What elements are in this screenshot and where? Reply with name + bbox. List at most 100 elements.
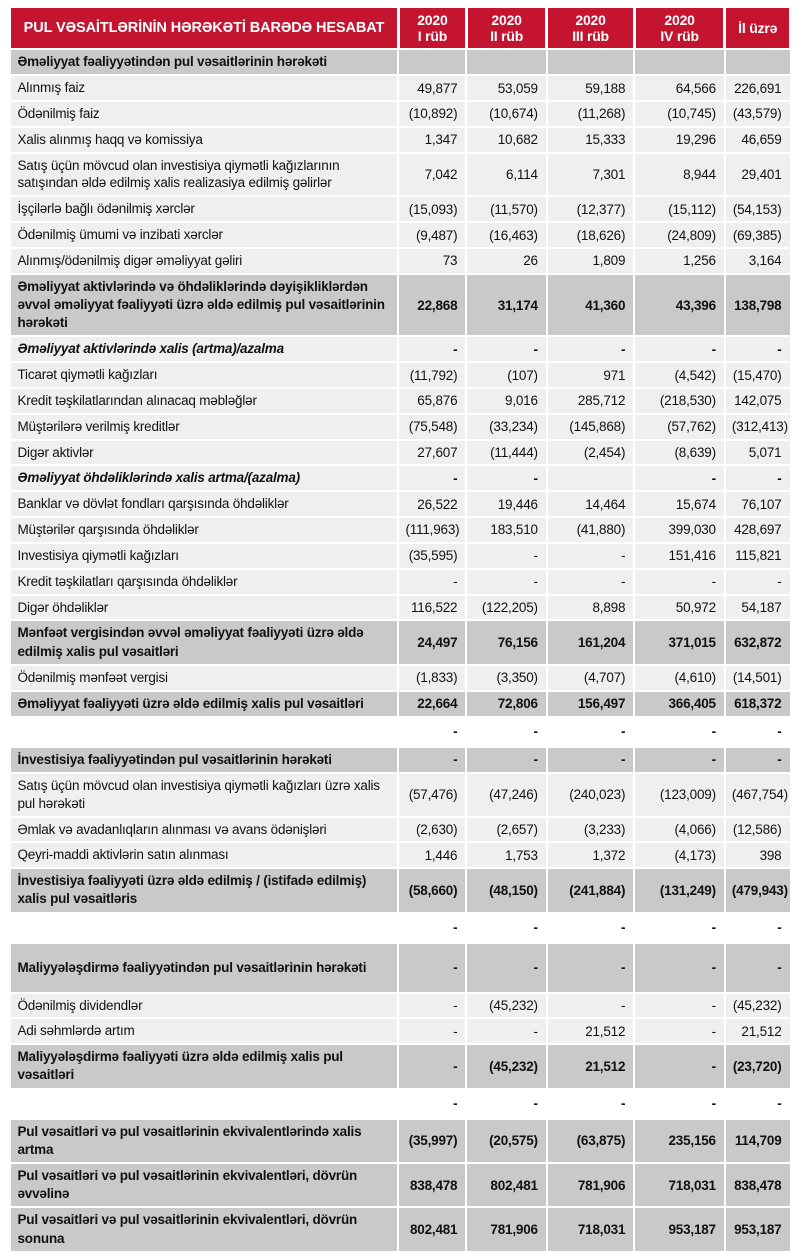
value-cell: 428,697 <box>723 516 792 544</box>
value-cell: - <box>633 335 726 364</box>
value-cell: 718,031 <box>633 1161 726 1209</box>
table-row: İnvestisiya fəaliyyətindən pul vəsaitlər… <box>8 745 792 775</box>
value-cell: 59,188 <box>545 74 636 103</box>
row-label: Maliyyələşdirmə fəaliyyəti üzrə əldə edi… <box>8 1043 400 1090</box>
value-cell: (4,707) <box>545 663 636 692</box>
row-label: Investisiya qiymətli kağızları <box>8 541 400 570</box>
table-row: Xalis alınmış haqq və komissiya 1,347 10,6… <box>8 125 792 154</box>
value-cell: 5,071 <box>723 438 792 467</box>
value-cell: 718,031 <box>545 1206 636 1253</box>
value-cell: 9,016 <box>465 387 548 415</box>
table-row: Müştərilər qarşısında öhdəliklər (111,963… <box>8 516 792 544</box>
table-row: İnvestisiya fəaliyyəti üzrə əldə edilmiş… <box>8 867 792 914</box>
row-label: Satış üçün mövcud olan investisiya qiymə… <box>8 151 400 198</box>
row-label: Ticarət qiymətli kağızları <box>8 361 400 389</box>
row-label: Adi səhmlərdə artım <box>8 1017 400 1046</box>
value-cell: - <box>397 567 468 596</box>
value-cell: (11,444) <box>465 438 548 467</box>
value-cell <box>465 47 548 77</box>
value-cell: 399,030 <box>633 516 726 544</box>
value-cell: (2,454) <box>545 438 636 467</box>
value-cell: 19,446 <box>465 490 548 519</box>
value-cell: 8,898 <box>545 593 636 622</box>
value-cell: (45,232) <box>465 1043 548 1090</box>
value-cell: (3,350) <box>465 663 548 692</box>
column-header-period: İl üzrə <box>738 19 778 36</box>
table-row: Kredit təşkilatları qarşısında öhdəliklə… <box>8 567 792 596</box>
table-row: Satış üçün mövcud olan investisiya qiymə… <box>8 772 792 818</box>
value-cell: (111,963) <box>397 516 468 544</box>
value-cell: 1,256 <box>633 246 726 275</box>
value-cell: - <box>397 745 468 775</box>
value-cell: (12,377) <box>545 195 636 224</box>
table-row: Alınmış faiz 49,877 53,059 59,188 64,566 226,… <box>8 74 792 103</box>
value-cell: - <box>633 911 726 944</box>
value-cell: 22,868 <box>397 272 468 338</box>
value-cell: - <box>397 715 468 748</box>
row-label: Maliyyələşdirmə fəaliyyətindən pul vəsai… <box>8 941 400 994</box>
value-cell: 114,709 <box>723 1117 792 1165</box>
value-cell: 1,753 <box>465 841 548 870</box>
table-row: Əməliyyat aktivlərində xalis (artma)/aza… <box>8 335 792 364</box>
value-cell: - <box>633 1087 726 1120</box>
value-cell: 76,156 <box>465 619 548 666</box>
value-cell: - <box>633 1043 726 1090</box>
value-cell: - <box>633 991 726 1020</box>
table-row: Pul vəsaitləri və pul vəsaitlərinin ekvi… <box>8 1161 792 1209</box>
row-label: Pul vəsaitləri və pul vəsaitlərinin ekvi… <box>8 1206 400 1253</box>
column-header: 2020 III rüb <box>545 6 636 50</box>
column-header-year: 2020 <box>575 11 606 28</box>
value-cell: - <box>723 745 792 775</box>
table-row: Ödənilmiş faiz (10,892) (10,674) (11,268) (1… <box>8 100 792 128</box>
row-label: Əməliyyat fəaliyyəti üzrə əldə edilmiş x… <box>8 689 400 718</box>
value-cell <box>723 47 792 77</box>
value-cell: - <box>465 335 548 364</box>
value-cell: 3,164 <box>723 246 792 275</box>
column-header-year: 2020 <box>664 11 695 28</box>
value-cell: - <box>545 745 636 775</box>
value-cell: 953,187 <box>723 1206 792 1253</box>
value-cell: (57,476) <box>397 772 468 818</box>
value-cell: - <box>723 715 792 748</box>
table-title: PUL VƏSAİTLƏRİNİN HƏRƏKƏTİ BARƏDƏ HESABA… <box>8 6 400 50</box>
value-cell: - <box>397 941 468 994</box>
row-label: Banklar və dövlət fondları qarşısında öh… <box>8 490 400 519</box>
row-label: Xalis alınmış haqq və komissiya <box>8 125 400 154</box>
table-row: Pul vəsaitləri və pul vəsaitlərinin ekvi… <box>8 1206 792 1253</box>
row-label: Müştərilərə verilmiş kreditlər <box>8 412 400 441</box>
table-row: Kredit təşkilatlarından alınacaq məbləğl… <box>8 387 792 415</box>
value-cell: 21,512 <box>545 1017 636 1046</box>
value-cell: 24,497 <box>397 619 468 666</box>
row-label: Digər aktivlər <box>8 438 400 467</box>
value-cell: - <box>633 941 726 994</box>
value-cell: 27,607 <box>397 438 468 467</box>
value-cell: 632,872 <box>723 619 792 666</box>
table-row: İşçilərlə bağlı ödənilmiş xərclər (15,093… <box>8 195 792 224</box>
table-row: Pul vəsaitləri və pul vəsaitlərinin ekvi… <box>8 1117 792 1165</box>
value-cell: 235,156 <box>633 1117 726 1165</box>
value-cell: (218,530) <box>633 387 726 415</box>
row-label: Əməliyyat fəaliyyətindən pul vəsaitlərin… <box>8 47 400 77</box>
value-cell: - <box>633 464 726 493</box>
value-cell: (45,232) <box>465 991 548 1020</box>
value-cell: (43,579) <box>723 100 792 128</box>
value-cell: 21,512 <box>723 1017 792 1046</box>
row-label: Ödənilmiş dividendlər <box>8 991 400 1020</box>
value-cell: - <box>545 941 636 994</box>
value-cell: - <box>633 567 726 596</box>
row-label: Pul vəsaitləri və pul vəsaitlərinin ekvi… <box>8 1117 400 1165</box>
row-label: Əməliyyat aktivlərində və öhdəliklərində… <box>8 272 400 338</box>
value-cell: (10,892) <box>397 100 468 128</box>
table-row: Əmlak və avadanlıqların alınması və avan… <box>8 815 792 844</box>
table-row: Banklar və dövlət fondları qarşısında öh… <box>8 490 792 519</box>
value-cell: (23,720) <box>723 1043 792 1090</box>
value-cell: (47,246) <box>465 772 548 818</box>
value-cell: 73 <box>397 246 468 275</box>
table-row: Ticarət qiymətli kağızları (11,792) (107) 9… <box>8 361 792 389</box>
value-cell: (9,487) <box>397 221 468 249</box>
column-header: 2020 II rüb <box>464 6 549 50</box>
value-cell: 1,372 <box>545 841 636 870</box>
row-label: İşçilərlə bağlı ödənilmiş xərclər <box>8 195 400 224</box>
value-cell: - <box>465 1087 548 1120</box>
value-cell: 183,510 <box>465 516 548 544</box>
